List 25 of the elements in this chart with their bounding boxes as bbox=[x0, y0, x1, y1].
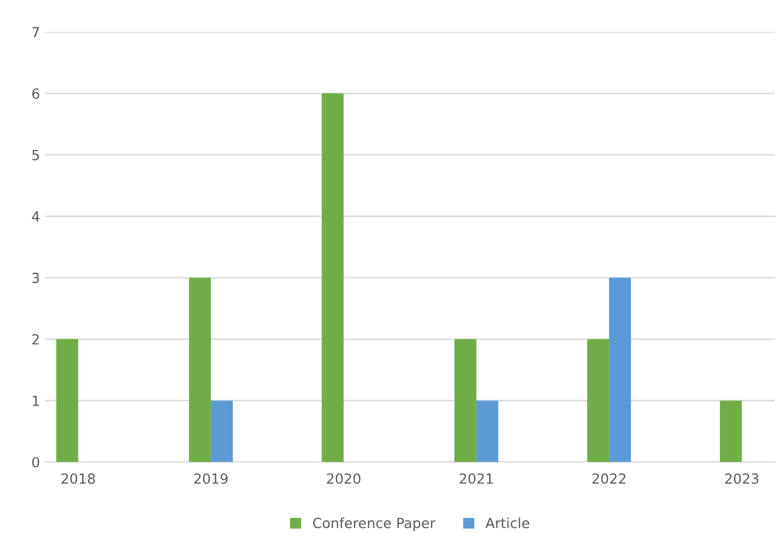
y-tick-label: 7 bbox=[32, 27, 39, 38]
x-tick-label: 2018 bbox=[62, 473, 95, 484]
bar bbox=[609, 278, 631, 462]
bar bbox=[189, 278, 211, 462]
y-tick-label: 1 bbox=[32, 396, 39, 406]
y-tick-label: 6 bbox=[32, 88, 40, 99]
bar bbox=[210, 400, 233, 462]
bar bbox=[56, 339, 78, 462]
y-tick-label: 2 bbox=[32, 334, 39, 344]
bar bbox=[454, 339, 476, 462]
legend-label: Conference Paper bbox=[313, 518, 436, 531]
x-tick-label: 2021 bbox=[460, 473, 493, 484]
y-tick-label: 3 bbox=[32, 272, 40, 284]
bar bbox=[476, 400, 498, 462]
x-tick-label: 2022 bbox=[592, 473, 626, 484]
y-tick-label: 5 bbox=[32, 150, 39, 160]
x-tick-label: 2020 bbox=[326, 473, 360, 484]
y-tick-label: 4 bbox=[32, 211, 40, 222]
y-tick-label: 0 bbox=[32, 456, 40, 468]
bar bbox=[322, 93, 344, 462]
bar bbox=[720, 400, 742, 462]
legend-label: Article bbox=[485, 518, 530, 528]
x-tick-label: 2023 bbox=[725, 473, 758, 484]
bar bbox=[587, 339, 610, 462]
x-tick-label: 2019 bbox=[194, 473, 228, 484]
